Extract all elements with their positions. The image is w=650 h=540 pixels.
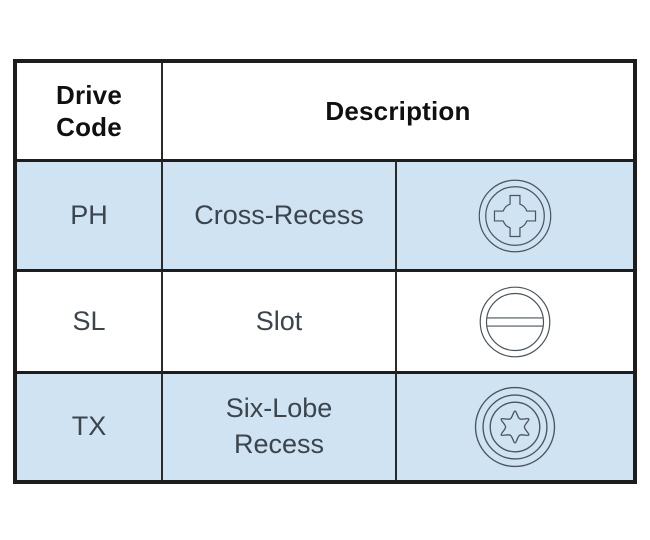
table-row-tx-code-cell: TX <box>17 371 161 480</box>
slot-drive-icon <box>479 286 551 357</box>
drive-code-value: SL <box>72 305 106 336</box>
drive-code-table: Drive Code Description PH Cross-Recess S… <box>13 59 637 484</box>
table-row-ph-icon-cell <box>395 159 633 269</box>
table-row-sl-description-cell: Slot <box>161 269 395 371</box>
header-description-label: Description <box>325 95 471 126</box>
header-cell-drive-code: Drive Code <box>17 63 161 159</box>
description-value: Slot <box>255 305 303 336</box>
table-row-ph-code-cell: PH <box>17 159 161 269</box>
table-row-tx-icon-cell <box>395 371 633 480</box>
drive-code-value: PH <box>70 199 108 230</box>
header-drive-code-label: Drive Code <box>55 79 123 143</box>
header-cell-description: Description <box>161 63 633 159</box>
description-value: Cross-Recess <box>194 199 364 230</box>
drive-code-value: TX <box>71 411 107 442</box>
table-row-ph-description-cell: Cross-Recess <box>161 159 395 269</box>
six-lobe-recess-icon <box>474 386 556 468</box>
table-row-sl-icon-cell <box>395 269 633 371</box>
table-row-tx-description-cell: Six-Lobe Recess <box>161 371 395 480</box>
phillips-cross-recess-icon <box>478 179 552 252</box>
description-value: Six-Lobe Recess <box>225 393 333 459</box>
table-row-sl-code-cell: SL <box>17 269 161 371</box>
